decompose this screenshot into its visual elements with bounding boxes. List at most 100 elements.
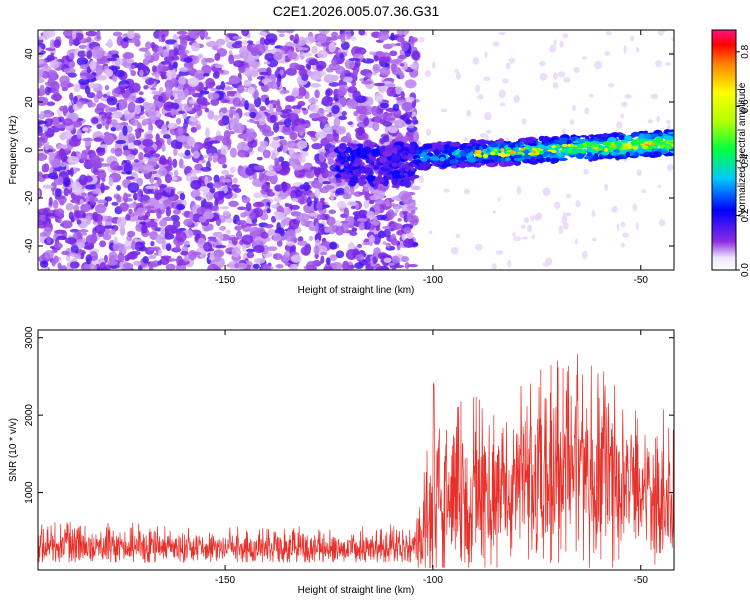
spectrogram-blob bbox=[178, 34, 191, 41]
spectrogram-blob bbox=[390, 154, 401, 162]
spectrogram-x-label: Height of straight line (km) bbox=[298, 285, 415, 296]
spectrogram-blob bbox=[258, 118, 266, 126]
spectrogram-y-ticks: -40 -20 0 20 40 bbox=[24, 48, 674, 253]
spectrogram-blob bbox=[590, 134, 595, 140]
spectrogram-blob bbox=[221, 137, 232, 146]
spectrogram-blob bbox=[125, 214, 131, 221]
spectrogram-blob bbox=[308, 226, 315, 231]
spectrogram-blob bbox=[228, 54, 235, 65]
spectrogram-blob bbox=[136, 207, 146, 217]
spectrogram-blob bbox=[616, 223, 620, 232]
spectrogram-panel: -150 -100 -50 -40 -20 0 20 40 Height of straig… bbox=[8, 29, 675, 296]
spectrogram-blob bbox=[300, 246, 311, 256]
spectrogram-core bbox=[631, 139, 639, 145]
spectrogram-blob bbox=[288, 156, 298, 167]
spectrogram-blob bbox=[112, 74, 118, 83]
spectrogram-blob bbox=[249, 118, 254, 123]
spectrogram-blob bbox=[284, 261, 290, 266]
snr-panel: -150 -100 -50 1000 2000 3000 Height of strai… bbox=[8, 326, 675, 596]
spectrogram-blob bbox=[301, 52, 313, 57]
spectrogram-blob bbox=[291, 120, 304, 126]
spectrogram-blob bbox=[548, 138, 555, 141]
spectrogram-blob bbox=[339, 172, 348, 180]
spectrogram-blob bbox=[81, 137, 94, 142]
spectrogram-blob bbox=[145, 185, 157, 190]
spectrogram-blob bbox=[566, 212, 572, 217]
spectrogram-blob bbox=[653, 151, 659, 158]
spectrogram-blob bbox=[440, 108, 448, 113]
spectrogram-blob bbox=[133, 139, 142, 146]
spectrogram-blob bbox=[81, 192, 88, 197]
spectrogram-blob bbox=[40, 110, 45, 119]
spectrogram-blob bbox=[69, 167, 74, 177]
spectrogram-blob bbox=[345, 30, 352, 33]
spectrogram-core bbox=[527, 152, 534, 156]
spectrogram-blob bbox=[549, 44, 557, 53]
spectrogram-blob bbox=[86, 36, 92, 43]
spectrogram-blob bbox=[85, 30, 98, 37]
spectrogram-blob bbox=[310, 70, 322, 81]
spectrogram-blob bbox=[97, 170, 107, 180]
spectrogram-blob bbox=[297, 36, 307, 46]
spectrogram-blob bbox=[642, 133, 653, 140]
spectrogram-blob bbox=[162, 199, 175, 210]
spectrogram-blob bbox=[478, 145, 484, 151]
spectrogram-blob bbox=[176, 255, 183, 267]
colorbar-tick-label: 0.2 bbox=[740, 208, 750, 222]
spectrogram-blob bbox=[351, 79, 357, 87]
spectrogram-blob bbox=[443, 188, 450, 193]
spectrogram-blob bbox=[596, 156, 605, 160]
spectrogram-blob bbox=[148, 266, 154, 270]
spectrogram-core bbox=[616, 144, 621, 150]
spectrogram-blob bbox=[442, 162, 452, 167]
spectrogram-blob bbox=[620, 113, 625, 119]
spectrogram-blob bbox=[166, 69, 177, 81]
spectrogram-blob bbox=[49, 59, 60, 69]
spectrogram-blob bbox=[216, 38, 226, 46]
spectrogram-blob bbox=[310, 166, 317, 170]
spectrogram-blob bbox=[297, 86, 307, 97]
spectrogram-blob bbox=[459, 144, 467, 149]
spectrogram-blob bbox=[114, 147, 123, 157]
spectrogram-blob bbox=[190, 126, 198, 133]
spectrogram-blob bbox=[93, 168, 99, 176]
spectrogram-blob bbox=[158, 158, 170, 165]
spectrogram-blob bbox=[384, 144, 394, 153]
spectrogram-blob bbox=[512, 232, 516, 237]
spectrogram-blob bbox=[323, 109, 334, 113]
spectrogram-core bbox=[611, 141, 615, 146]
spectrogram-blob bbox=[604, 183, 608, 192]
spectrogram-blob bbox=[620, 221, 626, 228]
spectrogram-blob bbox=[352, 90, 361, 101]
spectrogram-blob bbox=[322, 204, 331, 208]
spectrogram-blob bbox=[93, 137, 104, 142]
spectrogram-blob bbox=[203, 86, 208, 91]
spectrogram-blob bbox=[125, 265, 131, 270]
spectrogram-blob bbox=[390, 222, 403, 230]
spectrogram-blob bbox=[99, 262, 107, 270]
spectrogram-blob bbox=[539, 61, 546, 67]
spectrogram-blob bbox=[529, 157, 536, 163]
spectrogram-blob bbox=[379, 156, 387, 164]
spectrogram-blob bbox=[346, 98, 358, 109]
spectrogram-blob bbox=[180, 39, 187, 51]
spectrogram-blob bbox=[81, 263, 91, 270]
spectrogram-blob bbox=[78, 248, 83, 255]
spectrogram-blob bbox=[126, 58, 135, 64]
spectrogram-blob bbox=[196, 206, 207, 215]
spectrogram-blob bbox=[356, 218, 368, 222]
spectrogram-blob bbox=[370, 72, 377, 76]
spectrogram-blob bbox=[346, 155, 356, 162]
spectrogram-blob bbox=[117, 252, 125, 263]
spectrogram-blob bbox=[80, 203, 91, 212]
spectrogram-blob bbox=[228, 76, 241, 85]
spectrogram-blob bbox=[277, 121, 285, 126]
spectrogram-blob bbox=[99, 240, 107, 248]
spectrogram-blob bbox=[204, 127, 211, 138]
spectrogram-blob bbox=[313, 167, 322, 176]
spectrogram-blob bbox=[637, 148, 647, 154]
spectrogram-blob bbox=[191, 55, 200, 64]
spectrogram-blob bbox=[257, 75, 266, 80]
spectrogram-blob bbox=[161, 124, 168, 133]
spectrogram-blob bbox=[279, 69, 284, 76]
